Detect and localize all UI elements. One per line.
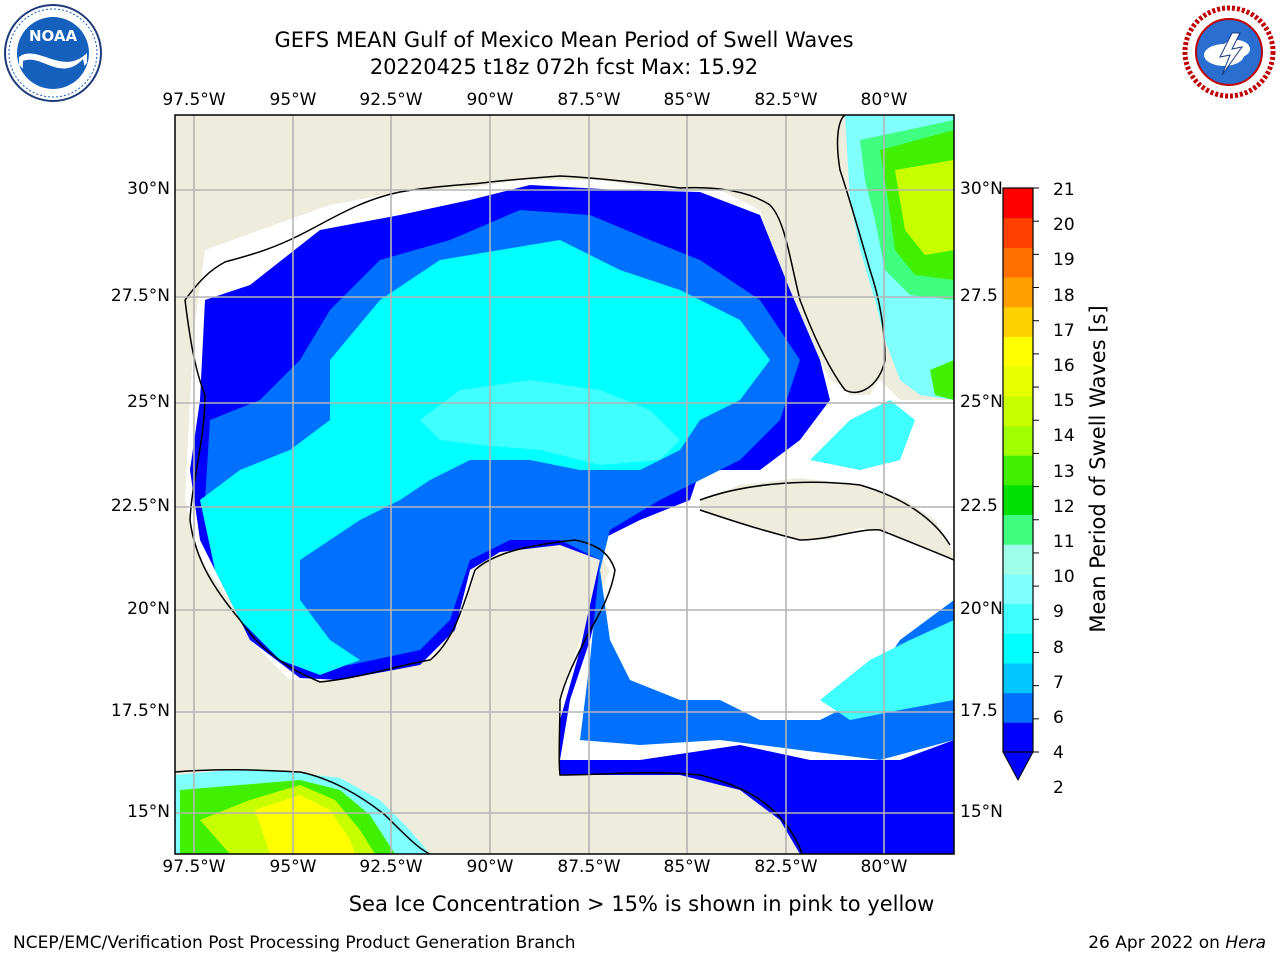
colorbar-tick-label: 14 [1053,426,1075,446]
colorbar-tick-label: 16 [1053,356,1075,376]
colorbar-segment [1003,277,1033,308]
pacific-coast [175,768,431,854]
colorbar-tick-label: 15 [1053,391,1075,411]
florida-land [760,185,885,395]
colorbar-tick-label: 6 [1053,708,1064,728]
lat-label-left: 22.5°N [110,496,170,516]
lon-label-bottom: 85°W [663,857,711,877]
colorbar-tick-label: 4 [1053,743,1064,763]
colorbar-segment [1003,722,1033,753]
lon-label-bottom: 97.5°W [162,857,226,877]
colorbar-segment [1003,633,1033,664]
cuba-south-coast [699,509,954,561]
colorbar-tick-label: 7 [1053,673,1064,693]
lon-label-top: 90°W [466,90,514,110]
nws-logo [1180,3,1278,101]
lat-label-right: 22.5 [960,496,998,516]
lon-label-top: 80°W [860,90,908,110]
colorbar-segment [1003,425,1033,456]
colorbar-segment [1003,603,1033,634]
colorbar-segment [1003,662,1033,694]
run-date-text: 26 Apr 2022 on [1088,933,1220,953]
map-title: GEFS MEAN Gulf of Mexico Mean Period of … [274,28,854,52]
colorbar-tick-label: 12 [1053,497,1075,517]
lon-label-top: 95°W [269,90,317,110]
lat-label-left: 17.5°N [110,701,170,721]
swell-7-8s-straits [810,400,915,470]
noaa-logo: NOAA [3,3,103,103]
credit-text: NCEP/EMC/Verification Post Processing Pr… [13,933,576,953]
colorbar-tick-label: 11 [1053,532,1075,552]
lon-label-bottom: 87.5°W [557,857,621,877]
lat-label-left: 20°N [127,599,170,619]
lat-label-left: 15°N [127,802,170,822]
colorbar-extend-arrow [1002,751,1034,782]
lat-label-right: 20°N [960,599,1003,619]
swell-atlantic-11-12s-south [930,360,954,400]
lon-label-bottom: 82.5°W [754,857,818,877]
cuba-land [700,478,954,560]
north-gulf-coast [184,115,886,394]
lon-label-bottom: 95°W [269,857,317,877]
colorbar-tick-label: 21 [1053,180,1075,200]
colorbar-segment [1003,188,1033,219]
swell-pacific-15-16s [255,795,355,854]
colorbar-tick-label: 13 [1053,462,1075,482]
lat-label-right: 25°N [960,392,1003,412]
noaa-logo-text: NOAA [29,27,78,45]
colorbar-tick-label: 18 [1053,286,1075,306]
colorbar-segment [1003,306,1033,337]
lon-label-bottom: 92.5°W [359,857,423,877]
colorbar-tick-label: 19 [1053,250,1075,270]
lon-label-top: 87.5°W [557,90,621,110]
colorbar-tick-label: 8 [1053,638,1064,658]
swell-7-8s-caribbean [820,620,954,720]
lat-label-left: 25°N [127,392,170,412]
lat-label-right: 27.5 [960,286,998,306]
colorbar-segment [1003,544,1033,575]
colorbar-segment [1003,484,1033,516]
colorbar-frame [1002,187,1034,753]
lat-label-right: 17.5 [960,701,998,721]
colorbar-tick-label: 17 [1053,321,1075,341]
colorbar-segment [1003,395,1033,426]
lon-label-top: 82.5°W [754,90,818,110]
lat-label-right: 15°N [960,802,1003,822]
lon-label-bottom: 80°W [860,857,908,877]
colorbar-tick-label: 9 [1053,602,1064,622]
colorbar-segment [1003,573,1033,605]
coastlines [175,115,954,854]
run-host: Hera [1225,933,1266,953]
swell-6-7s [200,240,770,675]
south-gulf-coast [184,299,803,854]
colorbar-segment [1003,455,1033,486]
colorbar-segment [1003,692,1033,723]
map-subtitle: 20220425 t18z 072h fcst Max: 15.92 [369,55,759,79]
run-date: 26 Apr 2022 on Hera [1088,933,1266,953]
graticule [175,115,954,854]
lon-label-top: 85°W [663,90,711,110]
colorbar-segment [1003,336,1033,367]
colorbar-tick-label: 2 [1053,778,1064,798]
colorbar-tick-label: 10 [1053,567,1075,587]
colorbar-segment [1003,247,1033,278]
colorbar-tick-label: 20 [1053,215,1075,235]
swell-atlantic-12-13s [895,160,954,255]
lon-label-bottom: 90°W [466,857,514,877]
colorbar-segment [1003,514,1033,545]
map-frame [174,114,955,855]
lon-label-top: 92.5°W [359,90,423,110]
lon-label-top: 97.5°W [162,90,226,110]
lat-label-left: 30°N [127,179,170,199]
colorbar-segment [1003,366,1033,397]
colorbar [1002,187,1039,782]
cuba-north-coast [699,481,951,546]
lat-label-left: 27.5°N [110,286,170,306]
colorbar-segment [1003,217,1033,248]
lat-label-right: 30°N [960,179,1003,199]
swell-7-8s [420,380,680,465]
sea-ice-note: Sea Ice Concentration > 15% is shown in … [348,892,935,916]
colorbar-title: Mean Period of Swell Waves [s] [1086,305,1110,633]
